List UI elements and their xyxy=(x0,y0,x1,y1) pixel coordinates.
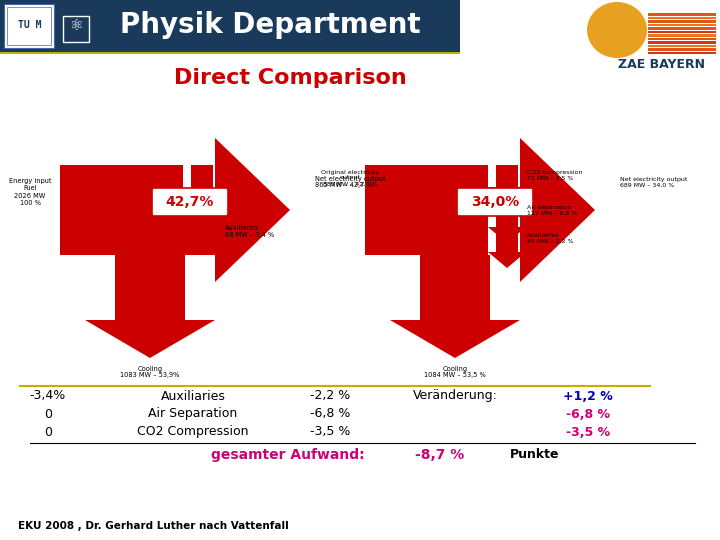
Bar xyxy=(648,35,716,37)
Text: Direct Comparison: Direct Comparison xyxy=(174,68,406,88)
Text: 0: 0 xyxy=(44,426,52,438)
Text: Cooling
1084 MW – 53,5 %: Cooling 1084 MW – 53,5 % xyxy=(424,366,486,379)
Bar xyxy=(648,28,716,30)
Bar xyxy=(648,48,716,51)
Text: Energy input
Fuel
2026 MW
100 %: Energy input Fuel 2026 MW 100 % xyxy=(9,178,51,206)
Text: Veränderung:: Veränderung: xyxy=(413,389,498,402)
Text: Auxiliaries
45 MW – 2,2 %: Auxiliaries 45 MW – 2,2 % xyxy=(527,233,574,244)
Bar xyxy=(4,4,54,48)
Text: -3,5 %: -3,5 % xyxy=(310,426,350,438)
Bar xyxy=(648,41,716,44)
FancyBboxPatch shape xyxy=(152,188,228,216)
Text: Air Separation: Air Separation xyxy=(148,408,238,421)
Text: ZAE BAYERN: ZAE BAYERN xyxy=(618,57,706,71)
Text: Original electricity
output
885 MW – 42,7 %: Original electricity output 885 MW – 42,… xyxy=(321,170,379,186)
Text: Net electricity output
689 MW – 34,0 %: Net electricity output 689 MW – 34,0 % xyxy=(620,177,688,187)
Text: CO2 compression
71 MW – 3,5 %: CO2 compression 71 MW – 3,5 % xyxy=(527,170,582,180)
Text: ⚛: ⚛ xyxy=(69,18,83,33)
Bar xyxy=(648,21,716,23)
Text: EKU 2008 , Dr. Gerhard Luther nach Vattenfall: EKU 2008 , Dr. Gerhard Luther nach Vatte… xyxy=(18,521,289,531)
Bar xyxy=(7,7,51,45)
Text: Net electricity output
865 MW – 42,7 %: Net electricity output 865 MW – 42,7 % xyxy=(315,176,386,188)
Bar xyxy=(648,17,716,19)
Bar xyxy=(0,0,460,52)
FancyBboxPatch shape xyxy=(457,188,533,216)
Bar xyxy=(648,52,716,54)
Text: 42,7%: 42,7% xyxy=(166,195,214,209)
Text: -3,4%: -3,4% xyxy=(30,389,66,402)
Polygon shape xyxy=(85,255,215,358)
Text: TU M: TU M xyxy=(18,20,42,30)
Bar xyxy=(648,31,716,33)
Text: Air separation
127 MW – 6,8 %: Air separation 127 MW – 6,8 % xyxy=(527,205,577,215)
Bar xyxy=(648,24,716,26)
Bar xyxy=(183,165,215,210)
Text: 34,0%: 34,0% xyxy=(471,195,519,209)
Polygon shape xyxy=(488,205,526,243)
Text: CO2 Compression: CO2 Compression xyxy=(138,426,248,438)
Ellipse shape xyxy=(587,2,647,58)
Bar xyxy=(488,165,520,255)
Text: +1,2 %: +1,2 % xyxy=(563,389,613,402)
Text: -6,8 %: -6,8 % xyxy=(310,408,350,421)
Text: Auxiliaries
68 MW – 3,4 %: Auxiliaries 68 MW – 3,4 % xyxy=(225,226,274,239)
Text: 0: 0 xyxy=(44,408,52,421)
Text: -3,5 %: -3,5 % xyxy=(566,426,610,438)
Bar xyxy=(648,38,716,40)
Bar xyxy=(63,16,89,42)
Text: gesamter Aufwand:: gesamter Aufwand: xyxy=(212,448,365,462)
Text: -8,7 %: -8,7 % xyxy=(415,448,464,462)
Polygon shape xyxy=(365,138,595,282)
Bar xyxy=(0,52,460,54)
Text: -6,8 %: -6,8 % xyxy=(566,408,610,421)
Polygon shape xyxy=(390,255,520,358)
Bar xyxy=(648,14,716,16)
Polygon shape xyxy=(488,230,526,268)
Text: Auxiliaries: Auxiliaries xyxy=(161,389,225,402)
Text: Physik Department: Physik Department xyxy=(120,11,420,39)
Text: -2,2 %: -2,2 % xyxy=(310,389,350,402)
Polygon shape xyxy=(488,165,526,203)
Text: Punkte: Punkte xyxy=(510,449,559,462)
Polygon shape xyxy=(183,165,221,238)
Polygon shape xyxy=(60,138,290,282)
Bar xyxy=(648,45,716,47)
Text: Cooling
1083 MW – 53,9%: Cooling 1083 MW – 53,9% xyxy=(120,366,180,379)
